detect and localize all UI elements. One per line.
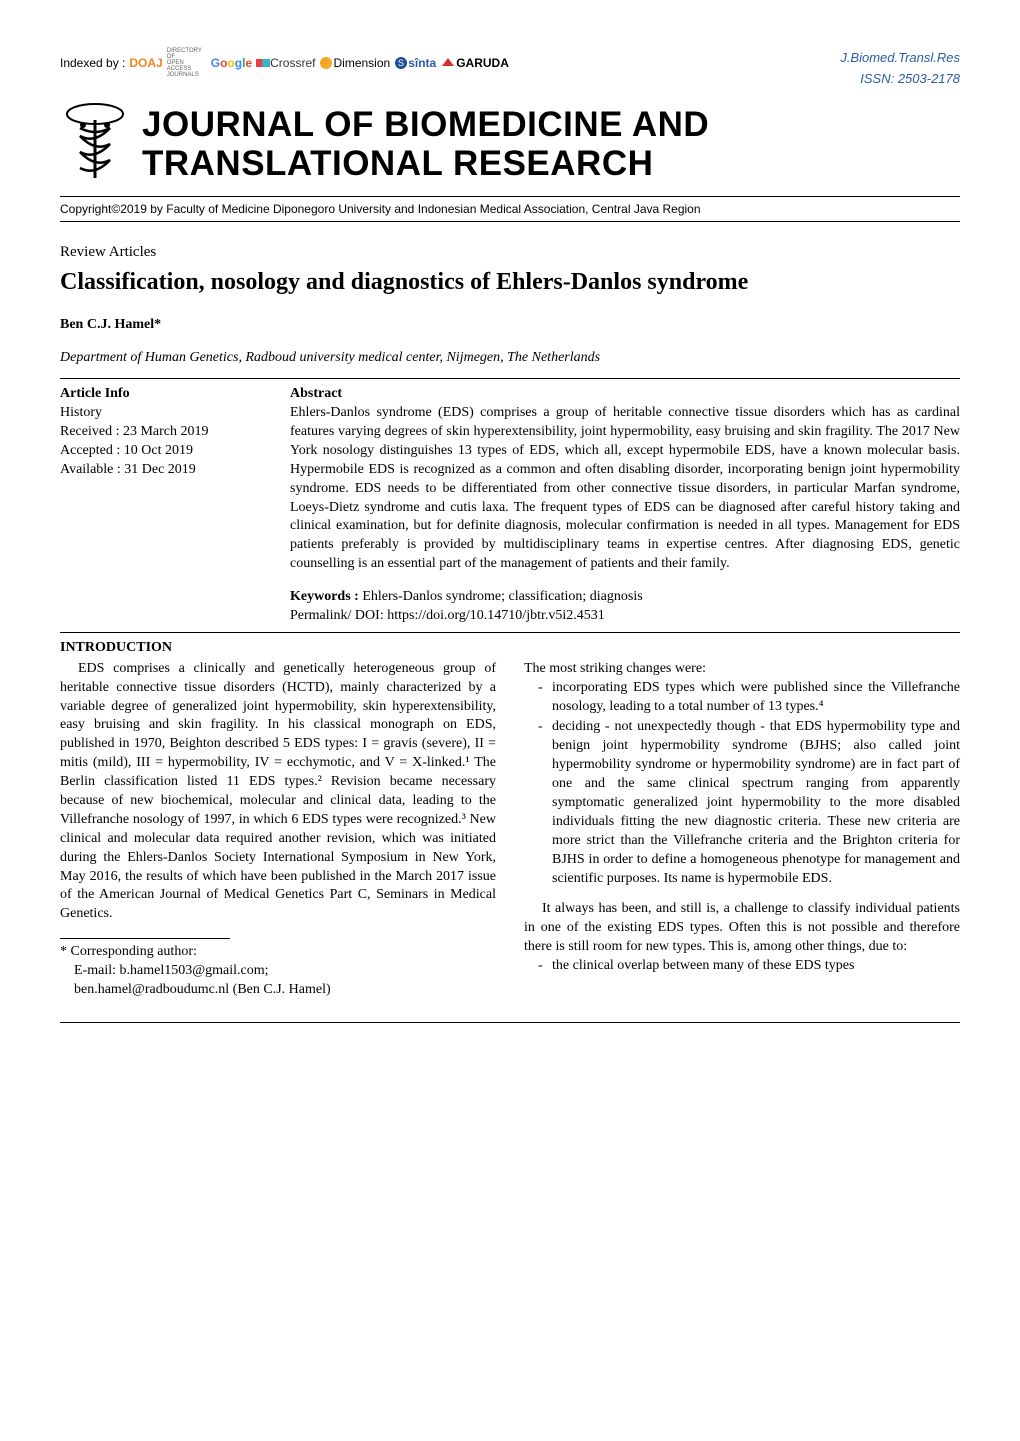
masthead: JOURNAL OF BIOMEDICINE AND TRANSLATIONAL… <box>60 100 960 190</box>
reasons-list: the clinical overlap between many of the… <box>524 957 960 976</box>
list-item: deciding - not unexpectedly though - tha… <box>538 718 960 888</box>
corresponding-email-line1: E-mail: b.hamel1503@gmail.com; <box>60 962 496 981</box>
permalink-block: Permalink/ DOI: https://doi.org/10.14710… <box>290 607 960 626</box>
article-type: Review Articles <box>60 242 960 262</box>
history-label: History <box>60 404 260 423</box>
openaccess-badge: DIRECTORY OFOPEN ACCESSJOURNALS <box>167 48 207 78</box>
journal-meta: J.Biomed.Transl.Res ISSN: 2503-2178 <box>840 48 960 90</box>
corresponding-divider <box>60 938 230 939</box>
info-abstract-block: Article Info History Received : 23 March… <box>60 379 960 632</box>
journal-name: J.Biomed.Transl.Res <box>840 48 960 69</box>
dimension-badge: Dimension <box>319 55 390 71</box>
received-date: Received : 23 March 2019 <box>60 423 260 442</box>
header-row: Indexed by : DOAJ DIRECTORY OFOPEN ACCES… <box>60 48 960 90</box>
corresponding-email-line2[interactable]: ben.hamel@radboudumc.nl (Ben C.J. Hamel) <box>60 981 496 1000</box>
list-item: incorporating EDS types which were publi… <box>538 679 960 717</box>
affiliation: Department of Human Genetics, Radboud un… <box>60 349 960 368</box>
email-label: E-mail: <box>74 963 120 978</box>
abstract-header: Abstract <box>290 385 960 404</box>
keywords-text: Ehlers-Danlos syndrome; classification; … <box>359 589 643 604</box>
abstract-body: Ehlers-Danlos syndrome (EDS) comprises a… <box>290 404 960 574</box>
crossref-badge: Crossref <box>256 55 315 71</box>
svg-text:S: S <box>398 58 404 68</box>
left-column: EDS comprises a clinically and genetical… <box>60 660 496 1000</box>
sinta-badge: S sînta <box>394 55 436 71</box>
masthead-line1: JOURNAL OF BIOMEDICINE AND <box>142 106 709 145</box>
copyright-bar: Copyright©2019 by Faculty of Medicine Di… <box>60 196 960 222</box>
permalink-label: Permalink/ DOI: <box>290 608 384 623</box>
article-info-col: Article Info History Received : 23 March… <box>60 385 260 626</box>
masthead-title: JOURNAL OF BIOMEDICINE AND TRANSLATIONAL… <box>142 106 709 183</box>
bottom-divider <box>60 1022 960 1023</box>
doaj-badge: DOAJ <box>129 55 162 71</box>
indexed-by: Indexed by : DOAJ DIRECTORY OFOPEN ACCES… <box>60 48 509 78</box>
challenge-para: It always has been, and still is, a chal… <box>524 900 960 957</box>
list-item: the clinical overlap between many of the… <box>538 957 960 976</box>
keywords-label: Keywords : <box>290 589 359 604</box>
garuda-badge: GARUDA <box>440 55 509 71</box>
journal-logo-icon <box>60 100 130 190</box>
changes-list: incorporating EDS types which were publi… <box>524 679 960 889</box>
article-title: Classification, nosology and diagnostics… <box>60 266 960 298</box>
divider <box>60 632 960 633</box>
intro-para-1: EDS comprises a clinically and genetical… <box>60 660 496 924</box>
google-badge: Google <box>211 55 252 71</box>
author: Ben C.J. Hamel* <box>60 316 960 335</box>
available-date: Available : 31 Dec 2019 <box>60 461 260 480</box>
body-columns: EDS comprises a clinically and genetical… <box>60 660 960 1000</box>
article-info-header: Article Info <box>60 385 260 404</box>
right-column: The most striking changes were: incorpor… <box>524 660 960 1000</box>
accepted-date: Accepted : 10 Oct 2019 <box>60 442 260 461</box>
abstract-col: Abstract Ehlers-Danlos syndrome (EDS) co… <box>290 385 960 626</box>
intro-heading: INTRODUCTION <box>60 639 960 658</box>
journal-issn: ISSN: 2503-2178 <box>840 69 960 90</box>
changes-lead: The most striking changes were: <box>524 660 960 679</box>
corresponding-label: * Corresponding author: <box>60 943 496 962</box>
email-1[interactable]: b.hamel1503@gmail.com; <box>120 963 269 978</box>
indexed-label: Indexed by : <box>60 55 125 71</box>
permalink-url[interactable]: https://doi.org/10.14710/jbtr.v5i2.4531 <box>384 608 605 623</box>
keywords-block: Keywords : Ehlers-Danlos syndrome; class… <box>290 588 960 607</box>
masthead-line2: TRANSLATIONAL RESEARCH <box>142 145 709 184</box>
corresponding-block: * Corresponding author: E-mail: b.hamel1… <box>60 943 496 1000</box>
